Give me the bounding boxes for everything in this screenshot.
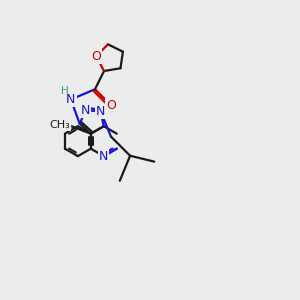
Text: O: O: [106, 99, 116, 112]
Text: N: N: [99, 150, 109, 163]
Text: N: N: [81, 103, 91, 116]
Text: H: H: [61, 86, 68, 96]
Text: N: N: [66, 93, 76, 106]
Text: CH₃: CH₃: [50, 120, 70, 130]
Text: O: O: [91, 50, 101, 63]
Text: N: N: [96, 105, 105, 118]
